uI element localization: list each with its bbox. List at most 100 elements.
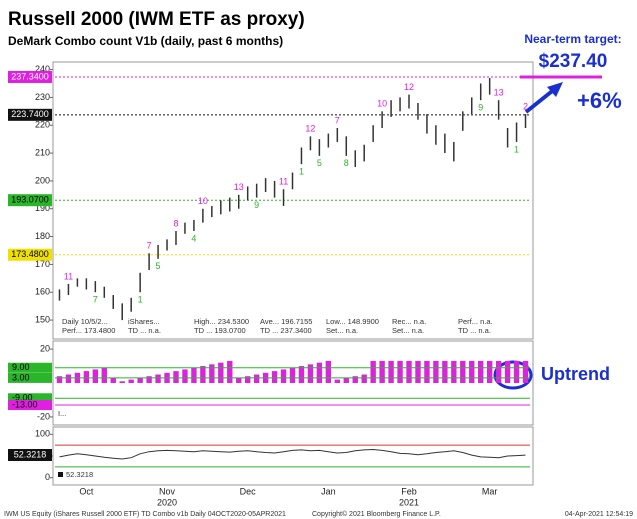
setup-count: 1 bbox=[138, 295, 143, 305]
countdown-count: 12 bbox=[404, 82, 414, 92]
y-tick-label: -20 bbox=[37, 411, 50, 421]
histogram-bar bbox=[236, 377, 242, 383]
legend-entry: TD ... n.a. bbox=[128, 326, 161, 335]
histogram-bar bbox=[486, 360, 493, 383]
y-tick-label: 240 bbox=[35, 64, 50, 74]
histogram-bar bbox=[56, 376, 63, 383]
level-box bbox=[8, 194, 52, 207]
level-label: -9.00 bbox=[12, 393, 33, 403]
level-box bbox=[8, 108, 52, 121]
countdown-count: 13 bbox=[494, 88, 504, 98]
setup-count: 9 bbox=[254, 200, 259, 210]
legend-swatch bbox=[58, 472, 63, 477]
countdown-count: 8 bbox=[173, 218, 178, 228]
level-box bbox=[8, 393, 52, 404]
histogram-bar bbox=[325, 360, 332, 383]
legend-entry: Perf... n.a. bbox=[458, 317, 493, 326]
level-box bbox=[8, 70, 52, 83]
x-year-label: 2021 bbox=[399, 497, 419, 507]
x-tick-label: Jan bbox=[321, 486, 336, 496]
histogram-bar bbox=[110, 377, 116, 383]
countdown-count: 7 bbox=[147, 241, 152, 251]
panel-legend: I... bbox=[58, 409, 66, 418]
legend-entry: TD ... 237.3400 bbox=[260, 326, 312, 335]
countdown-count: 11 bbox=[64, 271, 73, 281]
y-tick-label: 210 bbox=[35, 147, 50, 157]
setup-count: 4 bbox=[191, 233, 196, 243]
y-tick-label: 100 bbox=[35, 429, 50, 439]
histogram-bar bbox=[209, 364, 215, 383]
y-tick-label: 170 bbox=[35, 259, 50, 269]
histogram-bar bbox=[334, 379, 340, 383]
target-value: $237.40 bbox=[539, 51, 608, 72]
countdown-count: 10 bbox=[198, 196, 208, 206]
y-tick-label: 180 bbox=[35, 231, 50, 241]
histogram-bar bbox=[469, 360, 475, 383]
histogram-bar bbox=[128, 379, 134, 383]
legend-entry: Ave... 196.7155 bbox=[260, 317, 312, 326]
histogram-bar bbox=[495, 360, 502, 383]
histogram-bar bbox=[352, 376, 358, 383]
x-tick-label: Nov bbox=[159, 486, 176, 496]
histogram-bar bbox=[433, 360, 439, 383]
histogram-bar bbox=[442, 360, 448, 383]
level-label: 223.7400 bbox=[11, 109, 49, 119]
target-label: Near-term target: bbox=[524, 32, 621, 46]
oscillator-line bbox=[59, 448, 526, 460]
chart-subtitle: DeMark Combo count V1b (daily, past 6 mo… bbox=[8, 34, 283, 48]
level-label: 193.0700 bbox=[11, 195, 49, 205]
y-tick-label: 0 bbox=[45, 472, 50, 482]
countdown-count: 11 bbox=[279, 177, 288, 187]
level-label: 3.00 bbox=[12, 372, 30, 382]
histogram-bar bbox=[415, 360, 421, 383]
histogram-bar bbox=[191, 367, 197, 383]
histogram-bar bbox=[155, 374, 161, 383]
footer-center: Copyright© 2021 Bloomberg Finance L.P. bbox=[312, 510, 441, 518]
level-label: 173.4800 bbox=[11, 249, 49, 259]
arrow-shaft bbox=[524, 86, 558, 114]
last-value-label: 52.3218 bbox=[14, 449, 47, 459]
histogram-bar bbox=[83, 371, 90, 383]
histogram-bar bbox=[280, 369, 287, 383]
legend-entry: Perf... 173.4800 bbox=[62, 326, 115, 335]
x-tick-label: Mar bbox=[482, 486, 498, 496]
countdown-count: 2 bbox=[523, 101, 528, 111]
histogram-bar bbox=[379, 360, 385, 383]
footer-left: IWM US Equity (iShares Russell 2000 ETF)… bbox=[4, 511, 286, 518]
histogram-bar bbox=[119, 381, 125, 383]
x-tick-label: Oct bbox=[79, 486, 94, 496]
histogram-bar bbox=[137, 377, 143, 383]
level-box bbox=[8, 248, 52, 261]
countdown-count: 7 bbox=[335, 115, 340, 125]
countdown-count: 10 bbox=[377, 99, 387, 109]
change-label: +6% bbox=[577, 88, 622, 113]
histogram-bar bbox=[504, 360, 511, 383]
level-box bbox=[8, 400, 52, 411]
histogram-bar bbox=[370, 360, 376, 383]
histogram-bar bbox=[173, 371, 179, 383]
legend-entry: Set... n.a. bbox=[326, 326, 358, 335]
x-tick-label: Dec bbox=[240, 486, 257, 496]
histogram-bar bbox=[146, 376, 152, 383]
histogram-bar bbox=[361, 374, 367, 383]
histogram-bar bbox=[307, 364, 314, 383]
chart-title: Russell 2000 (IWM ETF as proxy) bbox=[8, 9, 305, 30]
histogram-bar bbox=[513, 360, 520, 383]
last-value-box bbox=[8, 448, 52, 461]
level-box bbox=[8, 362, 52, 373]
histogram-bar bbox=[289, 367, 296, 383]
x-tick-label: Feb bbox=[401, 486, 417, 496]
x-year-label: 2020 bbox=[157, 497, 177, 507]
histogram-bar bbox=[316, 362, 323, 383]
level-label: -13.00 bbox=[12, 399, 38, 409]
histogram-bar bbox=[200, 366, 206, 383]
legend-entry: Low... 148.9900 bbox=[326, 317, 379, 326]
arrow-head bbox=[547, 82, 563, 97]
histogram-bar bbox=[227, 360, 233, 383]
y-tick-label: 190 bbox=[35, 203, 50, 213]
legend-entry: iShares... bbox=[128, 317, 160, 326]
legend-entry: TD ... n.a. bbox=[458, 326, 491, 335]
countdown-count: 13 bbox=[234, 182, 244, 192]
oscillator-panel bbox=[52, 426, 534, 486]
